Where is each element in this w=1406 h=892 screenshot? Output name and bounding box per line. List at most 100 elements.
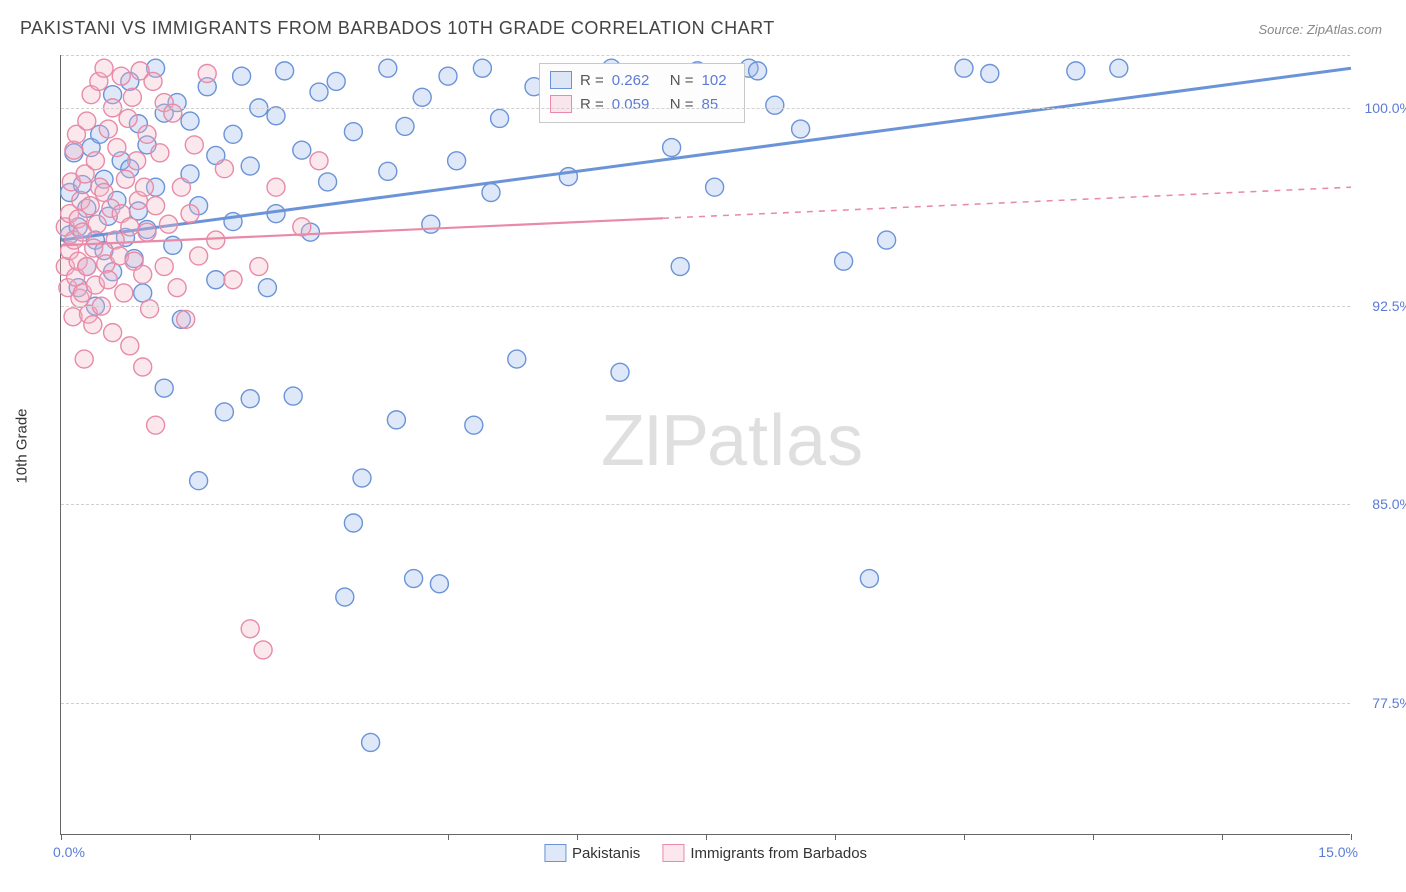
- scatter-point: [207, 271, 225, 289]
- plot-svg: [61, 55, 1350, 834]
- scatter-point: [164, 104, 182, 122]
- x-tick: [61, 834, 62, 840]
- plot-area: ZIPatlas R =0.262N =102R =0.059N =85 0.0…: [60, 55, 1350, 835]
- scatter-point: [78, 258, 96, 276]
- scatter-point: [185, 136, 203, 154]
- scatter-point: [128, 152, 146, 170]
- scatter-point: [491, 109, 509, 127]
- x-tick: [1351, 834, 1352, 840]
- scatter-point: [422, 215, 440, 233]
- scatter-point: [276, 62, 294, 80]
- scatter-point: [147, 416, 165, 434]
- chart-title: PAKISTANI VS IMMIGRANTS FROM BARBADOS 10…: [20, 18, 775, 39]
- scatter-point: [190, 472, 208, 490]
- scatter-point: [258, 279, 276, 297]
- y-axis-label: 10th Grade: [14, 408, 31, 483]
- scatter-point: [233, 67, 251, 85]
- scatter-point: [1110, 59, 1128, 77]
- scatter-point: [387, 411, 405, 429]
- scatter-point: [448, 152, 466, 170]
- legend-stats-row: R =0.262N =102: [550, 68, 734, 92]
- legend-n-label: N =: [670, 96, 694, 113]
- scatter-point: [95, 59, 113, 77]
- scatter-point: [115, 284, 133, 302]
- scatter-point: [663, 139, 681, 157]
- scatter-point: [465, 416, 483, 434]
- scatter-point: [241, 620, 259, 638]
- scatter-point: [430, 575, 448, 593]
- scatter-point: [86, 152, 104, 170]
- legend-n-value: 85: [702, 96, 734, 113]
- legend-r-label: R =: [580, 72, 604, 89]
- legend-r-label: R =: [580, 96, 604, 113]
- scatter-point: [135, 178, 153, 196]
- legend-stats-box: R =0.262N =102R =0.059N =85: [539, 63, 745, 123]
- bottom-legend-item: Immigrants from Barbados: [662, 844, 867, 862]
- scatter-point: [396, 117, 414, 135]
- x-tick: [1222, 834, 1223, 840]
- scatter-point: [85, 239, 103, 257]
- x-tick: [448, 834, 449, 840]
- scatter-point: [327, 72, 345, 90]
- scatter-point: [144, 72, 162, 90]
- legend-swatch: [544, 844, 566, 862]
- scatter-point: [981, 65, 999, 83]
- scatter-point: [860, 570, 878, 588]
- bottom-legend-label: Pakistanis: [572, 845, 640, 862]
- scatter-point: [119, 109, 137, 127]
- scatter-point: [353, 469, 371, 487]
- scatter-point: [405, 570, 423, 588]
- scatter-point: [123, 88, 141, 106]
- scatter-point: [88, 215, 106, 233]
- scatter-point: [198, 65, 216, 83]
- scatter-point: [955, 59, 973, 77]
- y-tick-label: 85.0%: [1356, 496, 1406, 512]
- scatter-point: [344, 514, 362, 532]
- scatter-point: [147, 197, 165, 215]
- x-tick: [190, 834, 191, 840]
- scatter-point: [104, 324, 122, 342]
- grid-line-h: [61, 108, 1350, 109]
- scatter-point: [134, 358, 152, 376]
- grid-line-h: [61, 703, 1350, 704]
- bottom-legend-item: Pakistanis: [544, 844, 640, 862]
- scatter-point: [284, 387, 302, 405]
- x-axis-max-label: 15.0%: [1318, 844, 1358, 860]
- scatter-point: [267, 178, 285, 196]
- x-axis-min-label: 0.0%: [53, 844, 85, 860]
- grid-line-h: [61, 306, 1350, 307]
- scatter-point: [81, 197, 99, 215]
- scatter-point: [473, 59, 491, 77]
- scatter-point: [439, 67, 457, 85]
- scatter-point: [379, 59, 397, 77]
- scatter-point: [121, 337, 139, 355]
- scatter-point: [151, 144, 169, 162]
- scatter-point: [671, 258, 689, 276]
- scatter-point: [835, 252, 853, 270]
- scatter-point: [84, 316, 102, 334]
- scatter-point: [254, 641, 272, 659]
- x-tick: [835, 834, 836, 840]
- scatter-point: [215, 160, 233, 178]
- scatter-point: [362, 733, 380, 751]
- scatter-point: [215, 403, 233, 421]
- scatter-point: [224, 125, 242, 143]
- scatter-point: [121, 218, 139, 236]
- scatter-point: [99, 120, 117, 138]
- x-tick: [1093, 834, 1094, 840]
- y-tick-label: 100.0%: [1356, 100, 1406, 116]
- legend-r-value: 0.262: [612, 72, 662, 89]
- scatter-point: [250, 258, 268, 276]
- scatter-point: [112, 67, 130, 85]
- scatter-point: [177, 310, 195, 328]
- source-label: Source: ZipAtlas.com: [1258, 22, 1382, 37]
- scatter-point: [160, 215, 178, 233]
- scatter-point: [138, 125, 156, 143]
- scatter-point: [611, 363, 629, 381]
- grid-line-h: [61, 504, 1350, 505]
- scatter-point: [108, 139, 126, 157]
- bottom-legend: Pakistanis Immigrants from Barbados: [544, 844, 867, 862]
- trend-line-dashed: [663, 187, 1351, 218]
- scatter-point: [310, 83, 328, 101]
- legend-swatch: [550, 95, 572, 113]
